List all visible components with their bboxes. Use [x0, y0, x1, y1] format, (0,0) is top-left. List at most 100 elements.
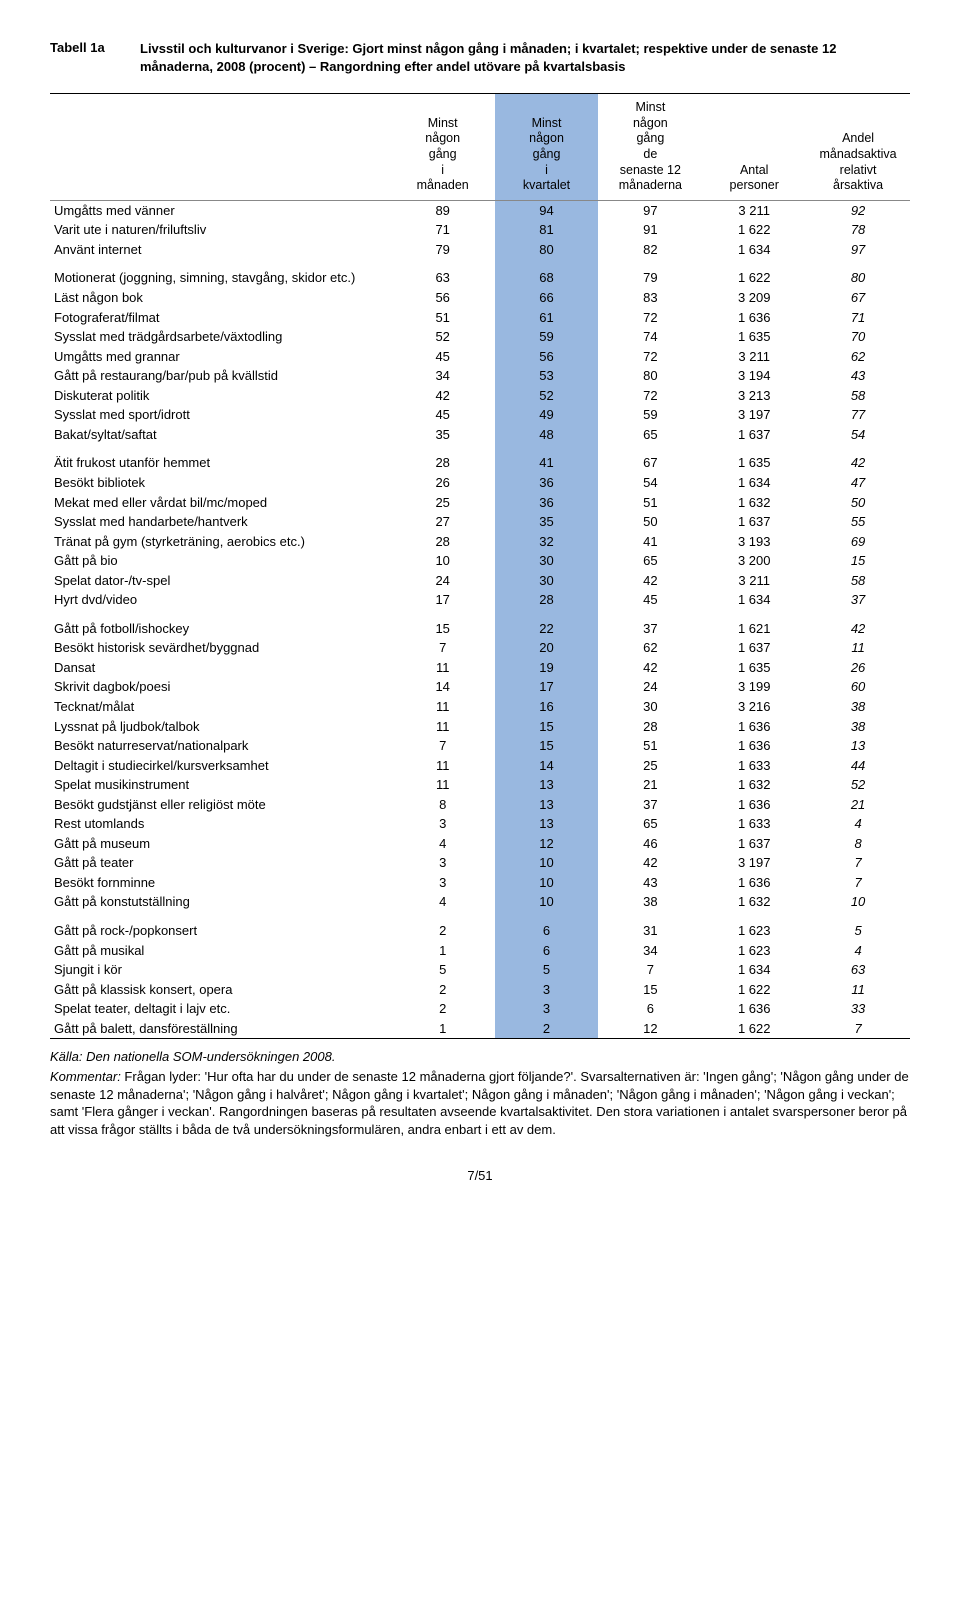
cell: 53 [495, 366, 599, 386]
cell: 2 [495, 1019, 599, 1039]
cell: 26 [806, 658, 910, 678]
cell: 1 622 [702, 1019, 806, 1039]
row-label: Besökt naturreservat/nationalpark [50, 736, 391, 756]
cell: 91 [598, 220, 702, 240]
cell: 3 200 [702, 551, 806, 571]
row-label: Mekat med eller vårdat bil/mc/moped [50, 493, 391, 513]
cell: 4 [391, 834, 495, 854]
table-row: Använt internet7980821 63497 [50, 240, 910, 260]
row-label: Läst någon bok [50, 288, 391, 308]
table-row: Gått på bio1030653 20015 [50, 551, 910, 571]
cell: 8 [391, 795, 495, 815]
cell: 2 [391, 980, 495, 1000]
table-row: Ätit frukost utanför hemmet2841671 63542 [50, 444, 910, 473]
cell: 11 [806, 638, 910, 658]
cell: 11 [391, 658, 495, 678]
cell: 38 [598, 892, 702, 912]
cell: 1 637 [702, 834, 806, 854]
cell: 80 [806, 259, 910, 288]
row-label: Skrivit dagbok/poesi [50, 677, 391, 697]
row-label: Besökt historisk sevärdhet/byggnad [50, 638, 391, 658]
table-header: MinstnågongångimånadenMinstnågongångikva… [50, 94, 910, 200]
table-row: Spelat dator-/tv-spel2430423 21158 [50, 571, 910, 591]
column-header: Andelmånadsaktivarelativtårsaktiva [806, 94, 910, 200]
cell: 1 [391, 1019, 495, 1039]
cell: 3 211 [702, 347, 806, 367]
row-label: Rest utomlands [50, 814, 391, 834]
cell: 1 632 [702, 892, 806, 912]
cell: 45 [598, 590, 702, 610]
row-label: Sysslat med sport/idrott [50, 405, 391, 425]
cell: 15 [806, 551, 910, 571]
cell: 82 [598, 240, 702, 260]
cell: 28 [391, 532, 495, 552]
row-label: Sysslat med trädgårdsarbete/växtodling [50, 327, 391, 347]
cell: 8 [806, 834, 910, 854]
cell: 72 [598, 386, 702, 406]
cell: 42 [806, 610, 910, 639]
cell: 26 [391, 473, 495, 493]
cell: 51 [391, 308, 495, 328]
cell: 1 623 [702, 912, 806, 941]
cell: 10 [495, 892, 599, 912]
cell: 1 622 [702, 980, 806, 1000]
cell: 45 [391, 405, 495, 425]
table-row: Gått på klassisk konsert, opera23151 622… [50, 980, 910, 1000]
table-row: Besökt bibliotek2636541 63447 [50, 473, 910, 493]
cell: 1 634 [702, 960, 806, 980]
row-label: Gått på museum [50, 834, 391, 854]
bottom-rule [50, 1038, 910, 1039]
cell: 6 [495, 912, 599, 941]
table-title-text: Livsstil och kulturvanor i Sverige: Gjor… [140, 40, 910, 75]
cell: 80 [495, 240, 599, 260]
cell: 1 635 [702, 444, 806, 473]
cell: 46 [598, 834, 702, 854]
cell: 28 [495, 590, 599, 610]
column-header: Minstnågongångdesenaste 12månaderna [598, 94, 702, 200]
cell: 63 [391, 259, 495, 288]
cell: 49 [495, 405, 599, 425]
cell: 1 636 [702, 873, 806, 893]
data-table: MinstnågongångimånadenMinstnågongångikva… [50, 94, 910, 1038]
cell: 11 [391, 775, 495, 795]
row-label: Besökt bibliotek [50, 473, 391, 493]
cell: 5 [495, 960, 599, 980]
table-row: Umgåtts med grannar4556723 21162 [50, 347, 910, 367]
cell: 3 216 [702, 697, 806, 717]
table-row: Gått på rock-/popkonsert26311 6235 [50, 912, 910, 941]
row-label: Gått på teater [50, 853, 391, 873]
cell: 24 [598, 677, 702, 697]
column-header: Minstnågongångimånaden [391, 94, 495, 200]
cell: 72 [598, 308, 702, 328]
cell: 52 [495, 386, 599, 406]
cell: 65 [598, 814, 702, 834]
cell: 4 [806, 814, 910, 834]
cell: 62 [806, 347, 910, 367]
cell: 1 637 [702, 512, 806, 532]
row-label: Deltagit i studiecirkel/kursverksamhet [50, 756, 391, 776]
table-row: Fotograferat/filmat5161721 63671 [50, 308, 910, 328]
cell: 11 [391, 756, 495, 776]
cell: 58 [806, 571, 910, 591]
table-title: Tabell 1a Livsstil och kulturvanor i Sve… [50, 40, 910, 75]
cell: 13 [495, 775, 599, 795]
table-row: Lyssnat på ljudbok/talbok1115281 63638 [50, 717, 910, 737]
cell: 7 [598, 960, 702, 980]
cell: 51 [598, 493, 702, 513]
row-label: Diskuterat politik [50, 386, 391, 406]
cell: 51 [598, 736, 702, 756]
row-label: Lyssnat på ljudbok/talbok [50, 717, 391, 737]
cell: 83 [598, 288, 702, 308]
cell: 34 [598, 941, 702, 961]
cell: 79 [598, 259, 702, 288]
table-row: Motionerat (joggning, simning, stavgång,… [50, 259, 910, 288]
page-number: 7/51 [50, 1168, 910, 1183]
cell: 27 [391, 512, 495, 532]
cell: 37 [598, 795, 702, 815]
cell: 94 [495, 201, 599, 221]
cell: 74 [598, 327, 702, 347]
cell: 65 [598, 425, 702, 445]
row-label: Besökt fornminne [50, 873, 391, 893]
cell: 1 634 [702, 240, 806, 260]
table-label: Tabell 1a [50, 40, 140, 75]
